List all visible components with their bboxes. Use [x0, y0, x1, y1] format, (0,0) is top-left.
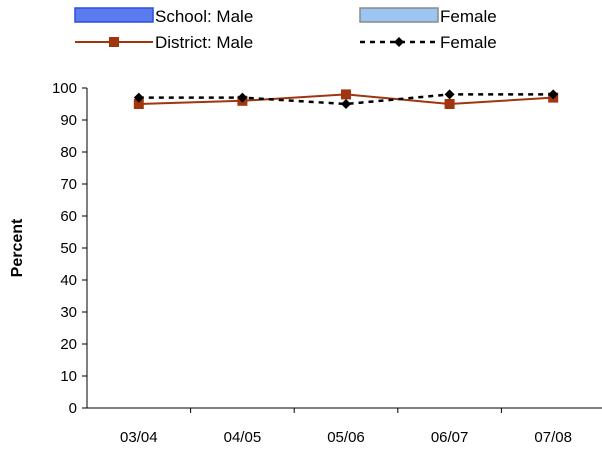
legend-swatch: [359, 7, 439, 23]
y-tick-label: 0: [69, 400, 77, 417]
data-point: [444, 99, 455, 109]
x-tick-label: 07/08: [534, 429, 572, 446]
legend-label: School: Male: [155, 7, 253, 26]
x-tick-label: 05/06: [327, 429, 365, 446]
y-tick-label: 40: [60, 272, 77, 289]
y-tick-label: 60: [60, 208, 77, 225]
legend-label: Female: [440, 33, 497, 52]
series-layer: [133, 89, 559, 109]
legend: School: Male Female District: Male Female: [74, 7, 497, 52]
legend-item: District: Male: [75, 33, 253, 52]
data-point: [237, 92, 248, 103]
legend-swatch-marker: [109, 37, 119, 47]
y-tick-label: 50: [60, 240, 77, 257]
legend-swatch: [74, 7, 154, 23]
y-tick-label: 70: [60, 176, 77, 193]
y-tick-label: 20: [60, 336, 77, 353]
legend-item: Female: [359, 7, 497, 26]
data-point: [133, 92, 144, 103]
y-axis-title: Percent: [9, 218, 26, 277]
x-ticks: 03/04 04/05 05/06 06/07 07/08: [120, 408, 572, 446]
legend-item: School: Male: [74, 7, 253, 26]
legend-item: Female: [360, 33, 497, 52]
data-point: [444, 89, 455, 100]
x-tick-label: 04/05: [224, 429, 262, 446]
x-tick-label: 06/07: [431, 429, 469, 446]
y-ticks: 0 10 20 30 40 50 60 70 80 90 100: [52, 80, 87, 417]
y-tick-label: 80: [60, 144, 77, 161]
legend-label: District: Male: [155, 33, 253, 52]
y-tick-label: 30: [60, 304, 77, 321]
legend-swatch-marker: [394, 37, 404, 47]
y-tick-label: 90: [60, 112, 77, 129]
data-point: [133, 99, 144, 109]
legend-label: Female: [440, 7, 497, 26]
series-4: [133, 89, 559, 109]
data-point: [548, 89, 559, 100]
data-point: [341, 99, 351, 109]
data-point: [341, 89, 351, 100]
y-tick-label: 10: [60, 368, 77, 385]
x-tick-label: 03/04: [120, 429, 158, 446]
y-tick-label: 100: [52, 80, 77, 97]
